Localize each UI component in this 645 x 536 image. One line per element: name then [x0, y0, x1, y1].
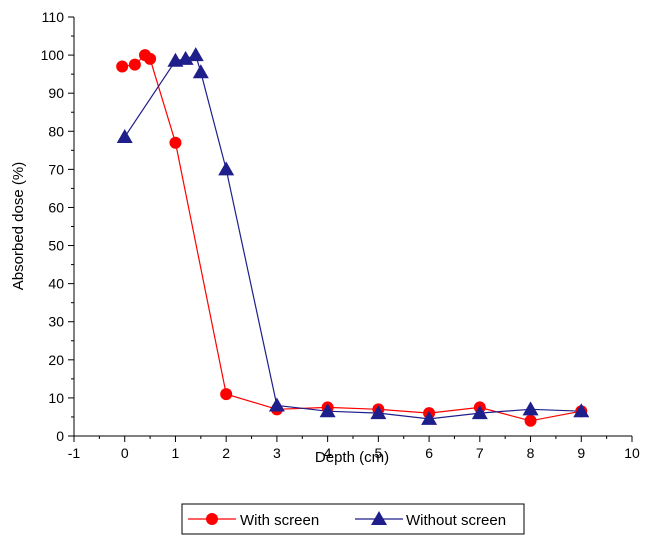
y-tick-label: 50: [48, 238, 64, 254]
point-without-screen: [421, 410, 438, 425]
point-without-screen: [116, 128, 133, 143]
x-tick-label: 8: [527, 445, 535, 461]
legend-marker-without-screen: [371, 511, 387, 525]
x-tick-label: 9: [577, 445, 585, 461]
plot-area: [122, 54, 582, 422]
point-without-screen: [471, 405, 488, 420]
series-line-without-screen: [124, 54, 582, 420]
x-tick-label: 6: [425, 445, 433, 461]
x-tick-label: 2: [222, 445, 230, 461]
legend-label-with-screen: With screen: [240, 512, 319, 529]
y-tick-label: 80: [48, 123, 64, 139]
y-tick-label: 0: [56, 428, 64, 444]
x-tick-label: 5: [374, 445, 382, 461]
y-tick-label: 110: [42, 9, 65, 25]
point-without-screen: [573, 403, 590, 418]
y-tick-label: 100: [41, 47, 65, 63]
series-line-with-screen: [122, 54, 582, 422]
y-tick-label: 20: [48, 352, 64, 368]
point-with-screen: [144, 52, 157, 65]
x-tick-label: 4: [324, 445, 332, 461]
y-tick-label: 70: [48, 161, 64, 177]
x-tick-label: 7: [476, 445, 484, 461]
y-tick-label: 30: [48, 314, 64, 330]
x-tick-label: 0: [121, 445, 129, 461]
point-without-screen: [187, 47, 204, 62]
point-without-screen: [370, 405, 387, 420]
point-without-screen: [218, 161, 235, 176]
point-with-screen: [116, 60, 129, 73]
point-without-screen: [192, 64, 209, 79]
point-with-screen: [128, 58, 141, 71]
y-tick-label: 60: [48, 199, 64, 215]
x-tick-label: -1: [68, 445, 81, 461]
point-without-screen: [319, 403, 336, 418]
y-axis-label: Absorbed dose (%): [10, 162, 27, 290]
point-with-screen: [220, 388, 233, 401]
legend: With screen Without screen: [181, 503, 525, 535]
point-without-screen: [268, 397, 285, 412]
legend-box: [181, 503, 525, 535]
x-tick-label: 1: [172, 445, 180, 461]
x-tick-label: 10: [624, 445, 640, 461]
legend-marker-with-screen: [206, 513, 218, 525]
series-layer: [116, 47, 590, 427]
y-tick-label: 10: [48, 390, 64, 406]
point-without-screen: [177, 50, 194, 65]
point-with-screen: [169, 136, 182, 149]
y-tick-label: 40: [48, 276, 64, 292]
x-axis-label: Depth (cm): [315, 449, 389, 466]
point-with-screen: [524, 414, 537, 427]
point-without-screen: [522, 401, 539, 416]
legend-label-without-screen: Without screen: [406, 512, 506, 529]
x-tick-label: 3: [273, 445, 281, 461]
y-tick-label: 90: [48, 85, 64, 101]
